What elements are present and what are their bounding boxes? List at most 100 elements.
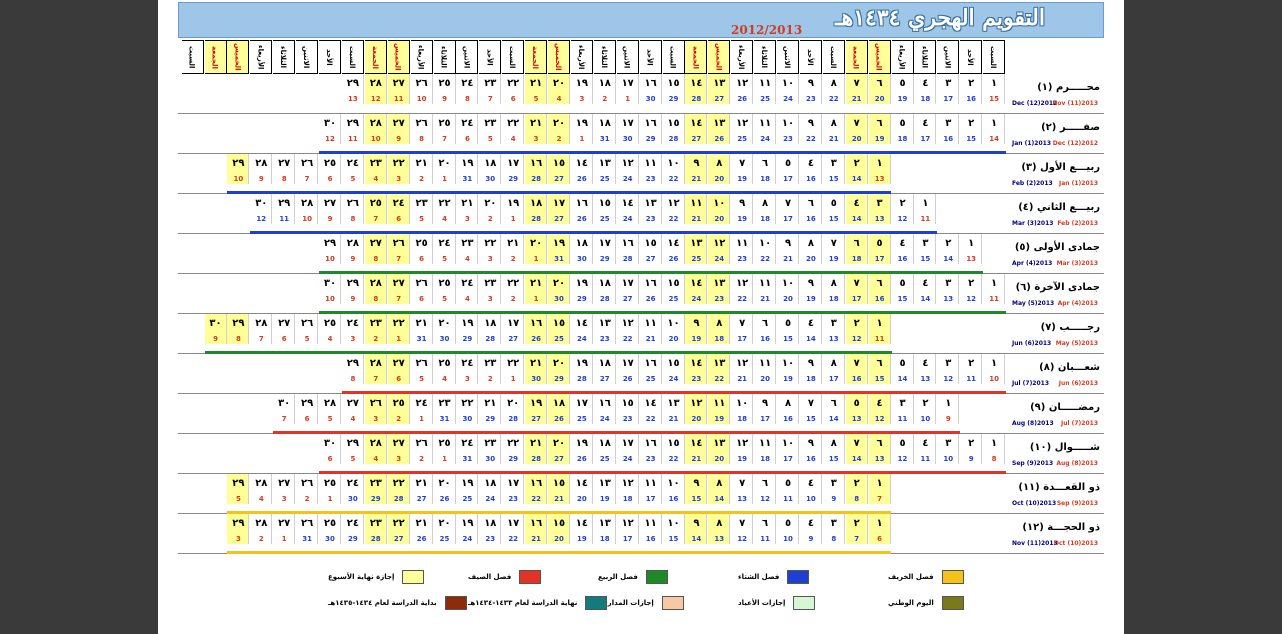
day-cell[interactable]: ١٠ 16	[663, 474, 685, 504]
day-cell[interactable]: ٩ 19	[685, 314, 708, 344]
day-cell[interactable]: ١٥ 24	[663, 354, 685, 384]
day-cell[interactable]: ١٥ 29	[663, 74, 685, 104]
day-cell[interactable]: ٢٠ 1	[525, 234, 548, 264]
day-cell[interactable]: ٧ 12	[731, 514, 754, 544]
day-cell[interactable]: ١٦ 22	[525, 474, 548, 504]
day-cell[interactable]: ٢٠ 29	[548, 354, 570, 384]
day-cell[interactable]: ٢٩ 13	[342, 74, 364, 104]
day-cell[interactable]: ٢٩ 5	[227, 474, 250, 504]
day-cell[interactable]: ١٩ 29	[456, 314, 479, 344]
day-cell[interactable]: ٢٥ 30	[319, 514, 341, 544]
day-cell[interactable]: ١٦ 25	[640, 354, 662, 384]
day-cell[interactable]: ٨ 20	[708, 154, 731, 184]
day-cell[interactable]: ١٩ 1	[571, 114, 593, 144]
day-cell[interactable]: ٢٠ 26	[434, 474, 456, 504]
day-cell[interactable]: ٢٨ 10	[296, 194, 319, 224]
day-cell[interactable]: ٢٤ 31	[456, 434, 479, 464]
day-cell[interactable]: ١٤ 23	[685, 354, 708, 384]
day-cell[interactable]: ١٨ 28	[525, 194, 548, 224]
day-cell[interactable]: ١٢ 19	[731, 434, 754, 464]
day-cell[interactable]: ٢٧ 3	[273, 474, 296, 504]
day-cell[interactable]: ٢١ 26	[411, 514, 433, 544]
day-cell[interactable]: ٩ 16	[800, 434, 822, 464]
day-cell[interactable]: ٢٩ 6	[296, 394, 319, 424]
day-cell[interactable]: ٧ 17	[731, 314, 754, 344]
day-cell[interactable]: ٢٦ 2	[296, 474, 319, 504]
day-cell[interactable]: ٩ 18	[800, 354, 822, 384]
day-cell[interactable]: ٢٣ 31	[434, 394, 456, 424]
day-cell[interactable]: ٢٦ 5	[411, 354, 433, 384]
day-cell[interactable]: ١٦ 24	[594, 394, 616, 424]
day-cell[interactable]: ١٢ 21	[731, 354, 754, 384]
day-cell[interactable]: ١٨ 26	[548, 394, 570, 424]
day-cell[interactable]: ٢٤ 5	[342, 154, 364, 184]
day-cell[interactable]: ٦ 16	[800, 194, 822, 224]
day-cell[interactable]: ٢٣ 5	[479, 114, 502, 144]
day-cell[interactable]: ٨ 22	[823, 74, 845, 104]
day-cell[interactable]: ١٠ 19	[777, 354, 799, 384]
day-cell[interactable]: ١٣ 23	[708, 274, 731, 304]
day-cell[interactable]: ٢٩ 10	[319, 234, 341, 264]
day-cell[interactable]: ١٣ 23	[594, 314, 616, 344]
day-cell[interactable]: ٢٦ 3	[364, 394, 387, 424]
day-cell[interactable]: ٢٢ 3	[479, 234, 502, 264]
day-cell[interactable]: ٥ 12	[892, 434, 914, 464]
day-cell[interactable]: ٢٩ 8	[342, 354, 364, 384]
day-cell[interactable]: ٢٨ 7	[364, 354, 387, 384]
day-cell[interactable]: ١٥ 28	[663, 114, 685, 144]
day-cell[interactable]: ٢٩ 5	[342, 434, 364, 464]
day-cell[interactable]: ٢٦ 7	[296, 154, 319, 184]
day-cell[interactable]: ٢٣ 7	[479, 74, 502, 104]
day-cell[interactable]: ١٢ 20	[685, 394, 708, 424]
day-cell[interactable]: ١٣ 19	[594, 474, 616, 504]
day-cell[interactable]: ٣٠ 10	[319, 274, 341, 304]
day-cell[interactable]: ١٦ 29	[640, 114, 662, 144]
day-cell[interactable]: ٢٤ 3	[342, 314, 364, 344]
day-cell[interactable]: ٥ 15	[777, 314, 799, 344]
day-cell[interactable]: ١٦ 28	[525, 154, 548, 184]
day-cell[interactable]: ٩ 15	[685, 474, 708, 504]
day-cell[interactable]: ٥ 14	[892, 354, 914, 384]
day-cell[interactable]: ٢٥ 6	[319, 154, 341, 184]
day-cell[interactable]: ٢ 15	[960, 114, 983, 144]
day-cell[interactable]: ١٩ 1	[502, 194, 525, 224]
day-cell[interactable]: ١٦ 23	[640, 434, 662, 464]
day-cell[interactable]: ٢٧ 3	[387, 434, 410, 464]
day-cell[interactable]: ٢١ 29	[479, 394, 502, 424]
day-cell[interactable]: ٢ 14	[845, 154, 868, 184]
day-cell[interactable]: ٣ 17	[937, 74, 960, 104]
day-cell[interactable]: ١٣ 18	[594, 514, 616, 544]
day-cell[interactable]: ٢٥ 6	[411, 234, 433, 264]
day-cell[interactable]: ٢٤ 29	[342, 514, 364, 544]
day-cell[interactable]: ١٨ 24	[479, 474, 502, 504]
day-cell[interactable]: ٢٣ 3	[479, 274, 502, 304]
day-cell[interactable]: ١٤ 21	[685, 434, 708, 464]
day-cell[interactable]: ١١ 20	[754, 354, 777, 384]
day-cell[interactable]: ١٢ 24	[617, 154, 639, 184]
day-cell[interactable]: ١ 13	[960, 234, 983, 264]
day-cell[interactable]: ١٧ 22	[502, 514, 525, 544]
day-cell[interactable]: ٢٠ 30	[548, 274, 570, 304]
day-cell[interactable]: ١٤ 24	[685, 274, 708, 304]
day-cell[interactable]: ٩ 14	[685, 514, 708, 544]
day-cell[interactable]: ١٤ 19	[571, 514, 593, 544]
day-cell[interactable]: ١١ 16	[640, 514, 662, 544]
day-cell[interactable]: ١٠ 20	[777, 274, 799, 304]
day-cell[interactable]: ٥ 13	[845, 394, 868, 424]
day-cell[interactable]: ٦ 18	[754, 154, 777, 184]
day-cell[interactable]: ٢٢ 27	[387, 514, 410, 544]
day-cell[interactable]: ٩ 17	[754, 394, 777, 424]
day-cell[interactable]: ١١ 19	[708, 394, 731, 424]
day-cell[interactable]: ١٤ 28	[685, 74, 708, 104]
day-cell[interactable]: ٦ 19	[868, 114, 891, 144]
day-cell[interactable]: ٩ 22	[800, 114, 822, 144]
day-cell[interactable]: ٢٣ 4	[456, 234, 479, 264]
day-cell[interactable]: ٦ 15	[868, 354, 891, 384]
day-cell[interactable]: ٨ 18	[708, 314, 731, 344]
day-cell[interactable]: ١٨ 28	[594, 274, 616, 304]
day-cell[interactable]: ١٩ 31	[456, 154, 479, 184]
day-cell[interactable]: ٢٣ 5	[411, 194, 433, 224]
day-cell[interactable]: ٤ 18	[914, 74, 937, 104]
